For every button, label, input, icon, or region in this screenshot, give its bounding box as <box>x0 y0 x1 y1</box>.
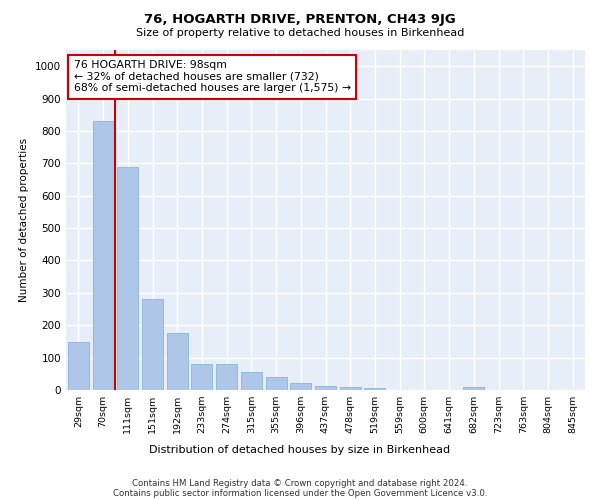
Bar <box>167 334 188 390</box>
Bar <box>364 388 385 390</box>
Bar <box>92 121 113 390</box>
Text: Contains HM Land Registry data © Crown copyright and database right 2024.: Contains HM Land Registry data © Crown c… <box>132 478 468 488</box>
Bar <box>216 364 237 390</box>
Bar <box>191 364 212 390</box>
Bar <box>290 383 311 390</box>
Y-axis label: Number of detached properties: Number of detached properties <box>19 138 29 302</box>
Bar <box>463 387 484 390</box>
Text: 76, HOGARTH DRIVE, PRENTON, CH43 9JG: 76, HOGARTH DRIVE, PRENTON, CH43 9JG <box>144 12 456 26</box>
Bar <box>266 377 287 390</box>
Bar <box>117 166 138 390</box>
Text: Distribution of detached houses by size in Birkenhead: Distribution of detached houses by size … <box>149 445 451 455</box>
Bar <box>241 372 262 390</box>
Text: Size of property relative to detached houses in Birkenhead: Size of property relative to detached ho… <box>136 28 464 38</box>
Text: 76 HOGARTH DRIVE: 98sqm
← 32% of detached houses are smaller (732)
68% of semi-d: 76 HOGARTH DRIVE: 98sqm ← 32% of detache… <box>74 60 351 94</box>
Bar <box>340 388 361 390</box>
Bar <box>68 342 89 390</box>
Text: Contains public sector information licensed under the Open Government Licence v3: Contains public sector information licen… <box>113 488 487 498</box>
Bar <box>142 300 163 390</box>
Bar <box>315 386 336 390</box>
